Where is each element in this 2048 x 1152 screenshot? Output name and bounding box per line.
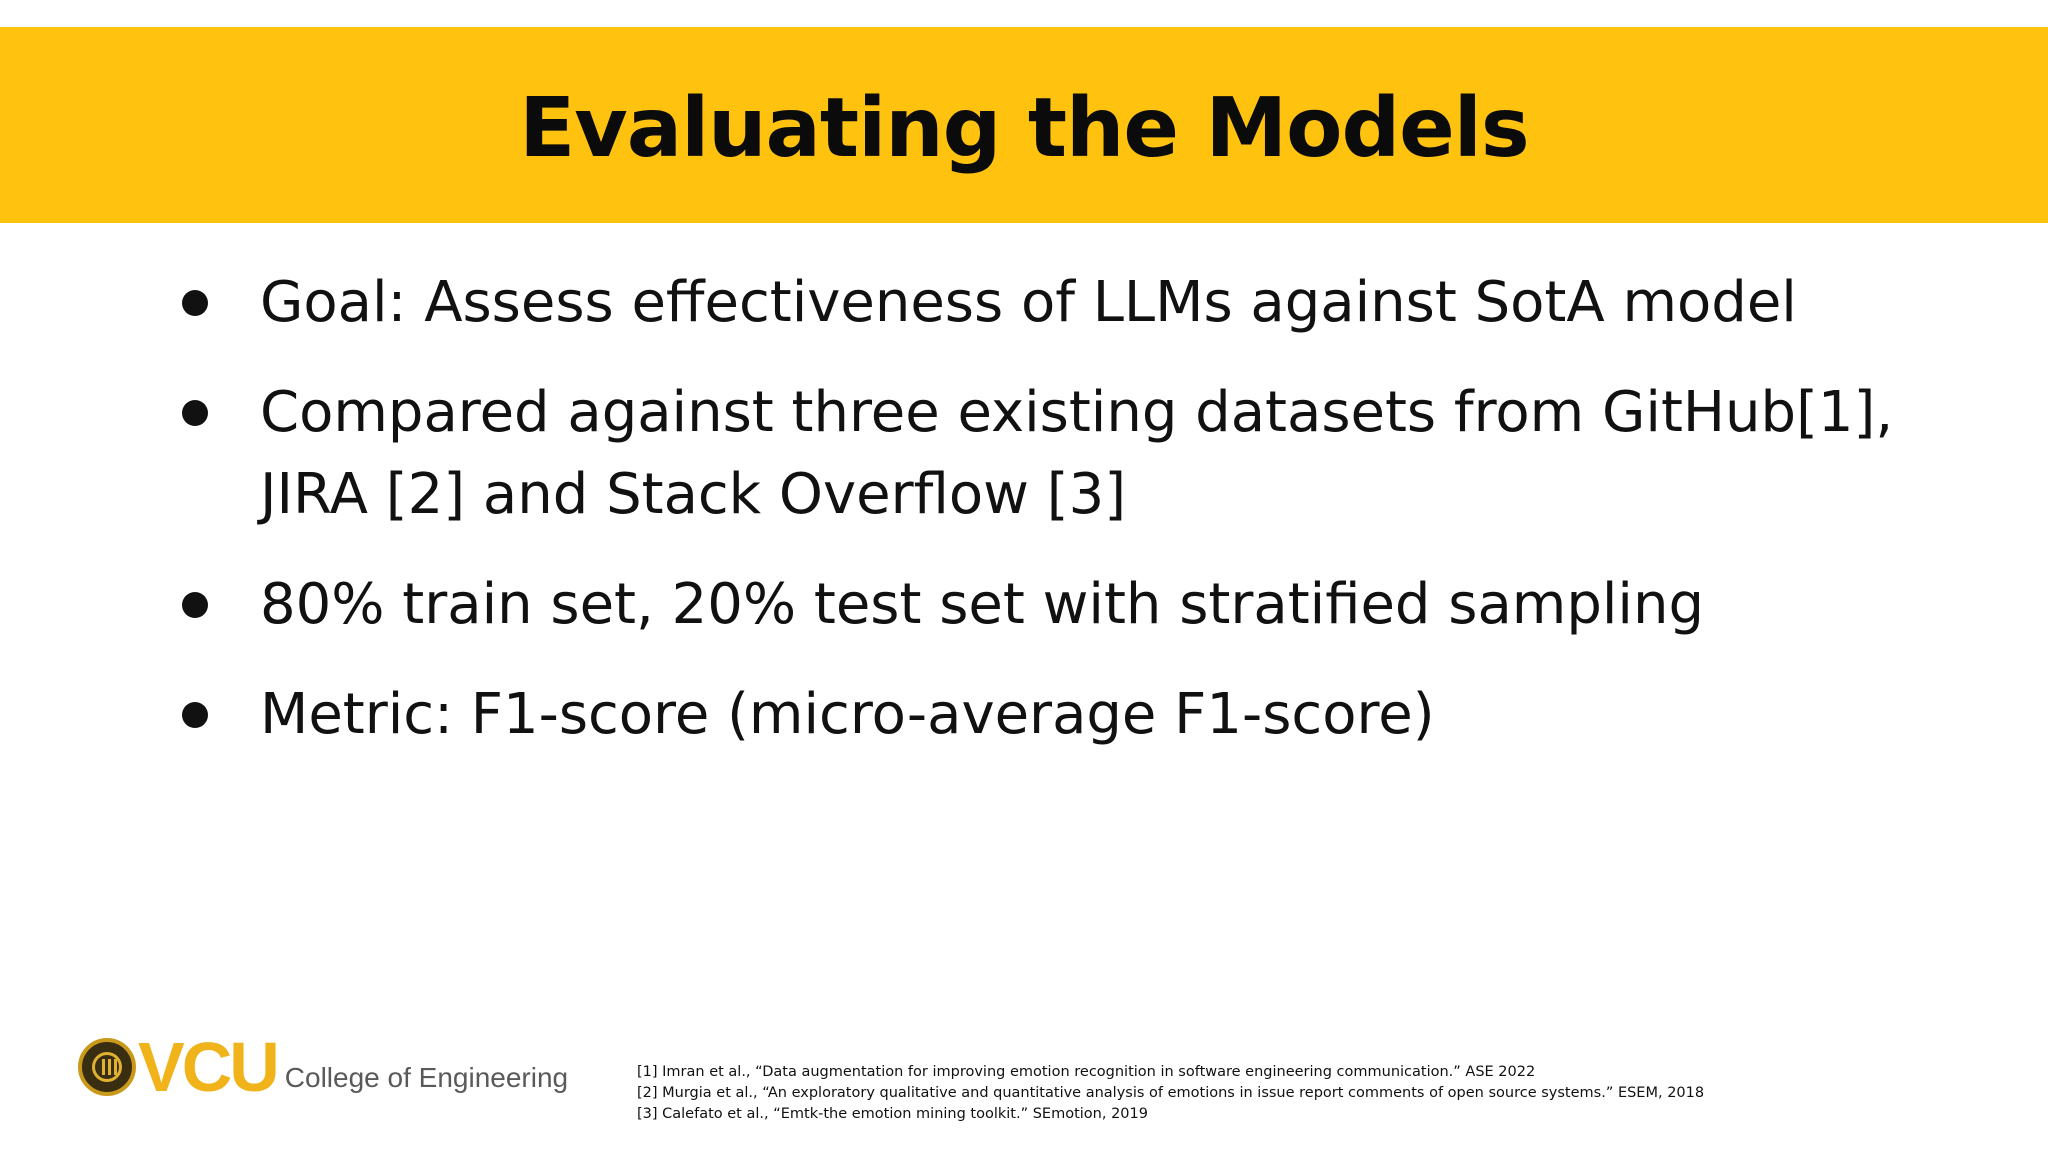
bullet-dot-icon bbox=[182, 400, 208, 426]
bullet-item: Compared against three existing datasets… bbox=[170, 372, 1970, 536]
logo-subtitle: College of Engineering bbox=[284, 1062, 569, 1093]
bullet-list: Goal: Assess effectiveness of LLMs again… bbox=[170, 262, 1970, 784]
bullet-text: Metric: F1-score (micro-average F1-score… bbox=[260, 682, 1435, 747]
bullet-text: Compared against three existing datasets… bbox=[260, 380, 1894, 527]
bullet-dot-icon bbox=[182, 592, 208, 618]
reference-item: [1] Imran et al., “Data augmentation for… bbox=[637, 1064, 1536, 1080]
reference-item: [3] Calefato et al., “Emtk-the emotion m… bbox=[637, 1106, 1148, 1122]
bullet-item: 80% train set, 20% test set with stratif… bbox=[170, 564, 1970, 646]
bullet-text: 80% train set, 20% test set with stratif… bbox=[260, 572, 1705, 637]
bullet-dot-icon bbox=[182, 290, 208, 316]
bullet-text: Goal: Assess effectiveness of LLMs again… bbox=[260, 270, 1797, 335]
title-bar: Evaluating the Models bbox=[0, 27, 2048, 223]
logo-brand: VCU bbox=[138, 1028, 280, 1106]
vcu-seal-icon bbox=[78, 1038, 136, 1096]
bullet-item: Metric: F1-score (micro-average F1-score… bbox=[170, 674, 1970, 756]
bullet-item: Goal: Assess effectiveness of LLMs again… bbox=[170, 262, 1970, 344]
references: [1] Imran et al., “Data augmentation for… bbox=[637, 1062, 1704, 1125]
bullet-dot-icon bbox=[182, 702, 208, 728]
vcu-logo: VCU College of Engineering bbox=[78, 1032, 568, 1102]
reference-item: [2] Murgia et al., “An exploratory quali… bbox=[637, 1085, 1705, 1101]
slide-title: Evaluating the Models bbox=[519, 80, 1529, 176]
